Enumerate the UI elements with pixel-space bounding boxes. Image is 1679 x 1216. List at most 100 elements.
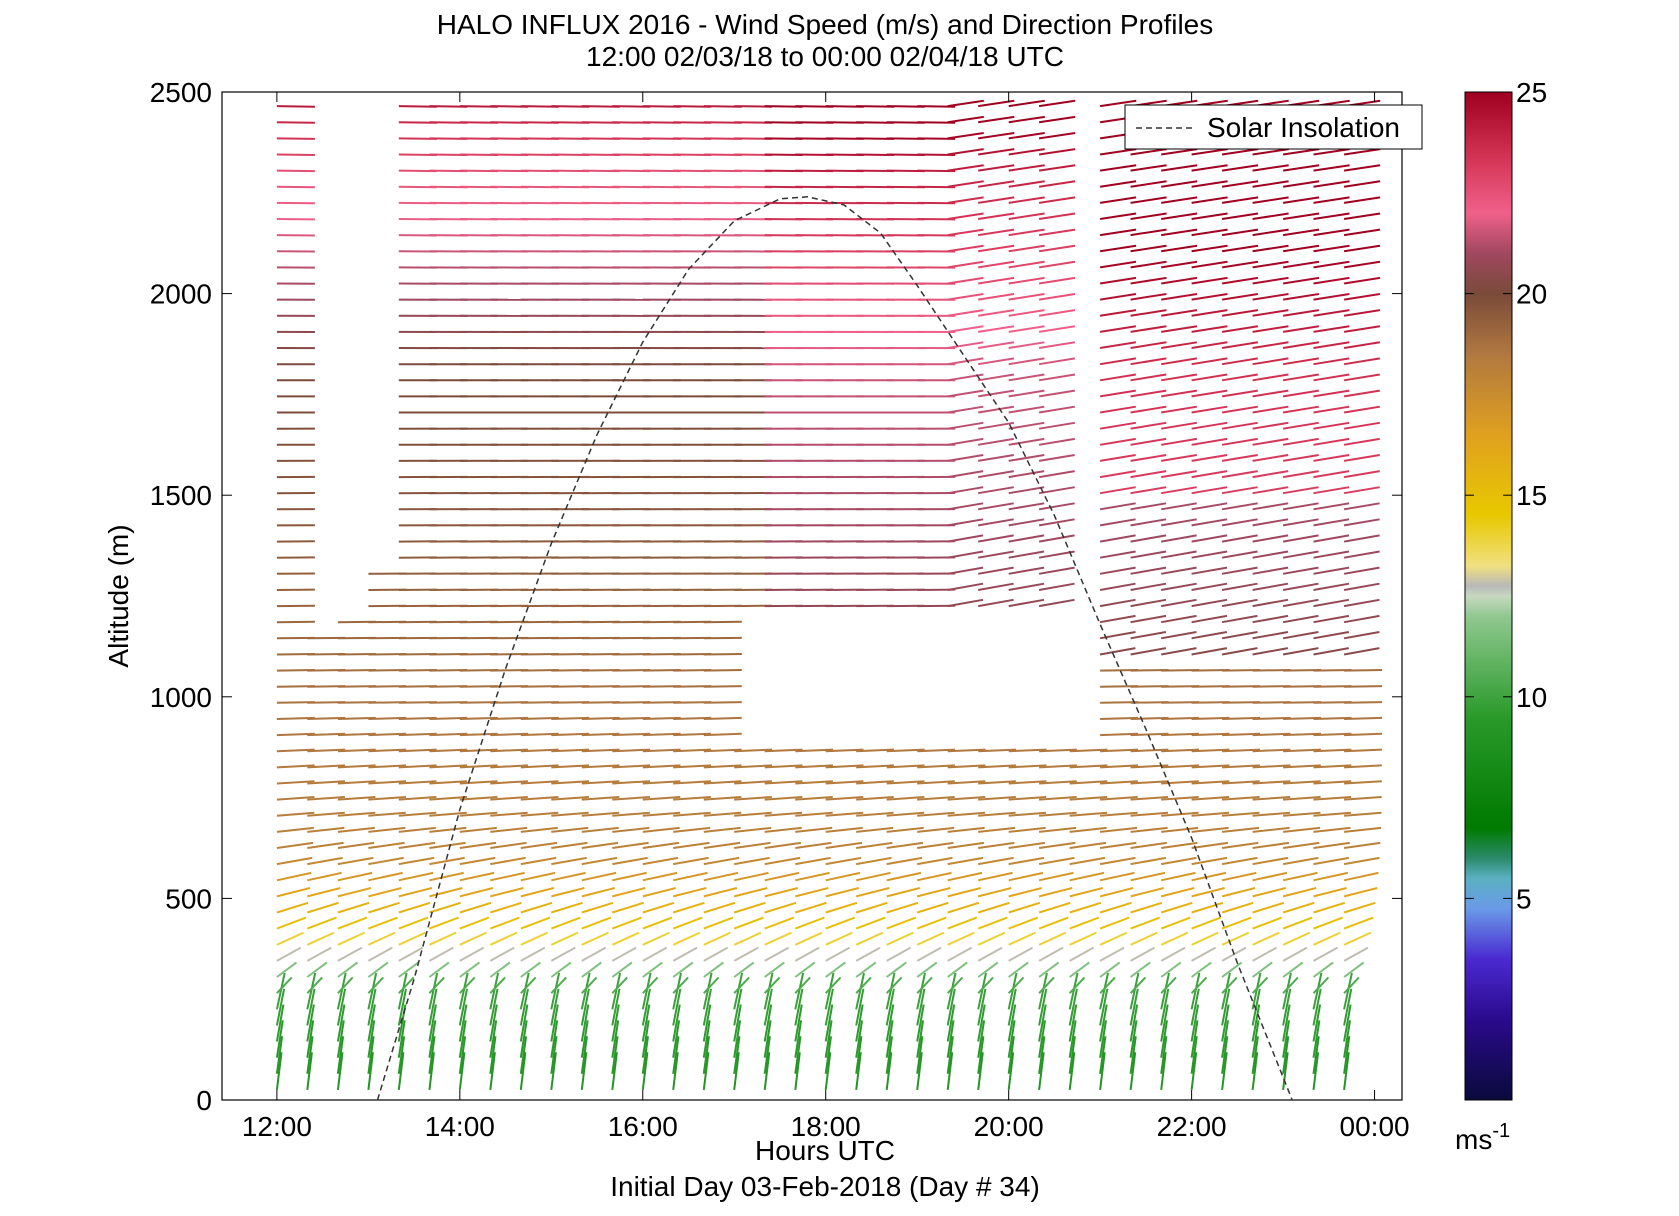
wind-barb [581, 780, 620, 785]
wind-barb [520, 748, 559, 753]
wind-barb [489, 1020, 498, 1058]
wind-barb [1099, 1036, 1107, 1074]
wind-barb [947, 293, 984, 301]
wind-barb [1161, 550, 1197, 559]
wind-barb [1313, 916, 1344, 930]
wind-barb [1191, 961, 1212, 978]
wind-barb [581, 796, 620, 801]
wind-barb [1221, 421, 1258, 430]
wind-barb [1008, 180, 1045, 188]
wind-barb [947, 244, 984, 253]
wind-barb [1282, 389, 1319, 398]
wind-barb [916, 972, 926, 1010]
wind-barb [1099, 972, 1109, 1010]
wind-barb [886, 826, 924, 833]
wind-barb [367, 1004, 376, 1042]
wind-barb [551, 748, 590, 753]
wind-barb [1038, 115, 1076, 124]
wind-barb [1038, 931, 1067, 946]
wind-barb [1160, 988, 1170, 1026]
wind-barb [733, 871, 769, 882]
wind-barb [763, 1020, 772, 1058]
wind-barb [1343, 421, 1380, 430]
wind-barb [1161, 293, 1198, 301]
wind-barb [458, 988, 468, 1026]
wind-barb [1191, 502, 1228, 511]
wind-barb [1283, 748, 1321, 753]
wind-barb [1252, 389, 1289, 398]
wind-barb [642, 901, 675, 914]
wind-barb [1099, 373, 1137, 382]
wind-barb [1221, 260, 1259, 269]
wind-barb [398, 901, 431, 914]
wind-barb [1221, 1036, 1229, 1074]
wind-barb [1130, 325, 1167, 333]
wind-barb [276, 169, 315, 173]
wind-barb [1344, 669, 1383, 672]
wind-barb [702, 972, 713, 1010]
wind-barb [1130, 811, 1169, 817]
wind-barb [581, 811, 620, 817]
wind-barb [1038, 946, 1064, 962]
wind-barb [1130, 598, 1167, 608]
wind-barb [276, 826, 314, 833]
wind-barb [764, 871, 800, 882]
wind-barb [1191, 212, 1228, 220]
wind-barb [1068, 976, 1086, 994]
wind-barb [947, 518, 984, 527]
wind-barb [947, 764, 986, 769]
wind-barb [1130, 389, 1167, 398]
wind-barb [825, 856, 862, 866]
wind-barb [764, 826, 802, 833]
wind-barb [1130, 826, 1168, 833]
wind-barb [1099, 931, 1128, 946]
wind-barb [337, 764, 376, 769]
wind-barb [763, 976, 781, 994]
wind-barb [580, 1052, 588, 1091]
wind-barb [489, 916, 520, 930]
wind-barb [459, 887, 494, 898]
wind-barb [795, 748, 834, 753]
wind-barb [1221, 164, 1259, 172]
wind-barb [1161, 389, 1198, 398]
wind-barb [1252, 534, 1289, 543]
wind-barb [1221, 454, 1258, 462]
wind-barb [581, 901, 614, 914]
wind-barb [1038, 341, 1076, 349]
wind-barb [429, 780, 468, 785]
wind-barb [1161, 826, 1199, 833]
wind-barb [306, 931, 335, 946]
wind-barb [276, 748, 315, 753]
wind-barb [1313, 373, 1350, 382]
wind-barb [1282, 550, 1319, 559]
wind-barb [886, 796, 925, 801]
wind-barb [1068, 972, 1079, 1010]
wind-barb [947, 871, 983, 882]
wind-barb [977, 1036, 985, 1074]
wind-barb [1069, 856, 1106, 866]
y-tick-label: 0 [196, 1085, 212, 1116]
y-tick-label: 1000 [150, 682, 212, 713]
wind-barb [276, 946, 302, 962]
wind-barb [947, 826, 985, 833]
wind-barb [763, 1036, 771, 1074]
wind-barb [642, 841, 680, 849]
wind-barb [978, 811, 1016, 817]
wind-barb [429, 841, 466, 849]
wind-barb [459, 901, 492, 914]
wind-barb [641, 1020, 650, 1058]
wind-barb [824, 1020, 833, 1058]
wind-barb [551, 901, 583, 914]
wind-barb [368, 796, 406, 801]
wind-barb [1039, 748, 1077, 753]
wind-barb [1099, 99, 1137, 108]
wind-barb [702, 1020, 711, 1058]
wind-barb [795, 856, 831, 866]
wind-barb [1038, 212, 1076, 220]
wind-barb [856, 764, 894, 769]
wind-barb [947, 550, 984, 559]
wind-barb [490, 826, 528, 833]
wind-barb [1038, 454, 1075, 462]
wind-barb [1099, 309, 1137, 317]
wind-barb [1221, 276, 1259, 285]
